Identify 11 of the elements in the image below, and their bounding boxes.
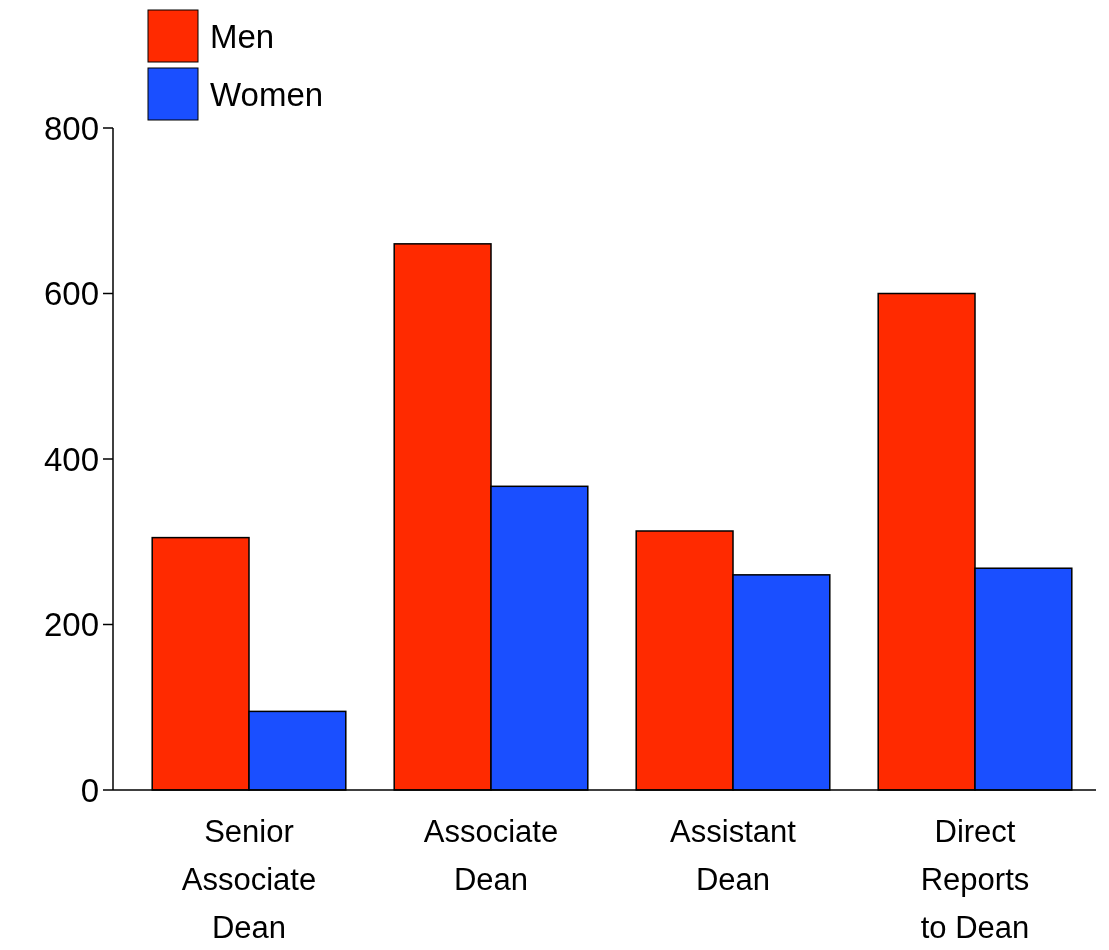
x-tick-label: Direct Reports to Dean <box>920 814 1030 945</box>
legend-label: Women <box>210 75 324 113</box>
y-tick-label: 0 <box>80 771 99 809</box>
x-tick-label: Associate Dean <box>423 814 559 897</box>
x-tick-label: Senior Associate Dean <box>181 814 317 945</box>
y-tick-label: 600 <box>43 275 99 313</box>
y-tick-label: 200 <box>43 606 99 644</box>
y-tick-label: 800 <box>43 109 99 147</box>
legend-label: Men <box>210 17 275 55</box>
y-tick-label: 400 <box>43 440 99 478</box>
x-tick-label: Assistant Dean <box>670 814 797 897</box>
